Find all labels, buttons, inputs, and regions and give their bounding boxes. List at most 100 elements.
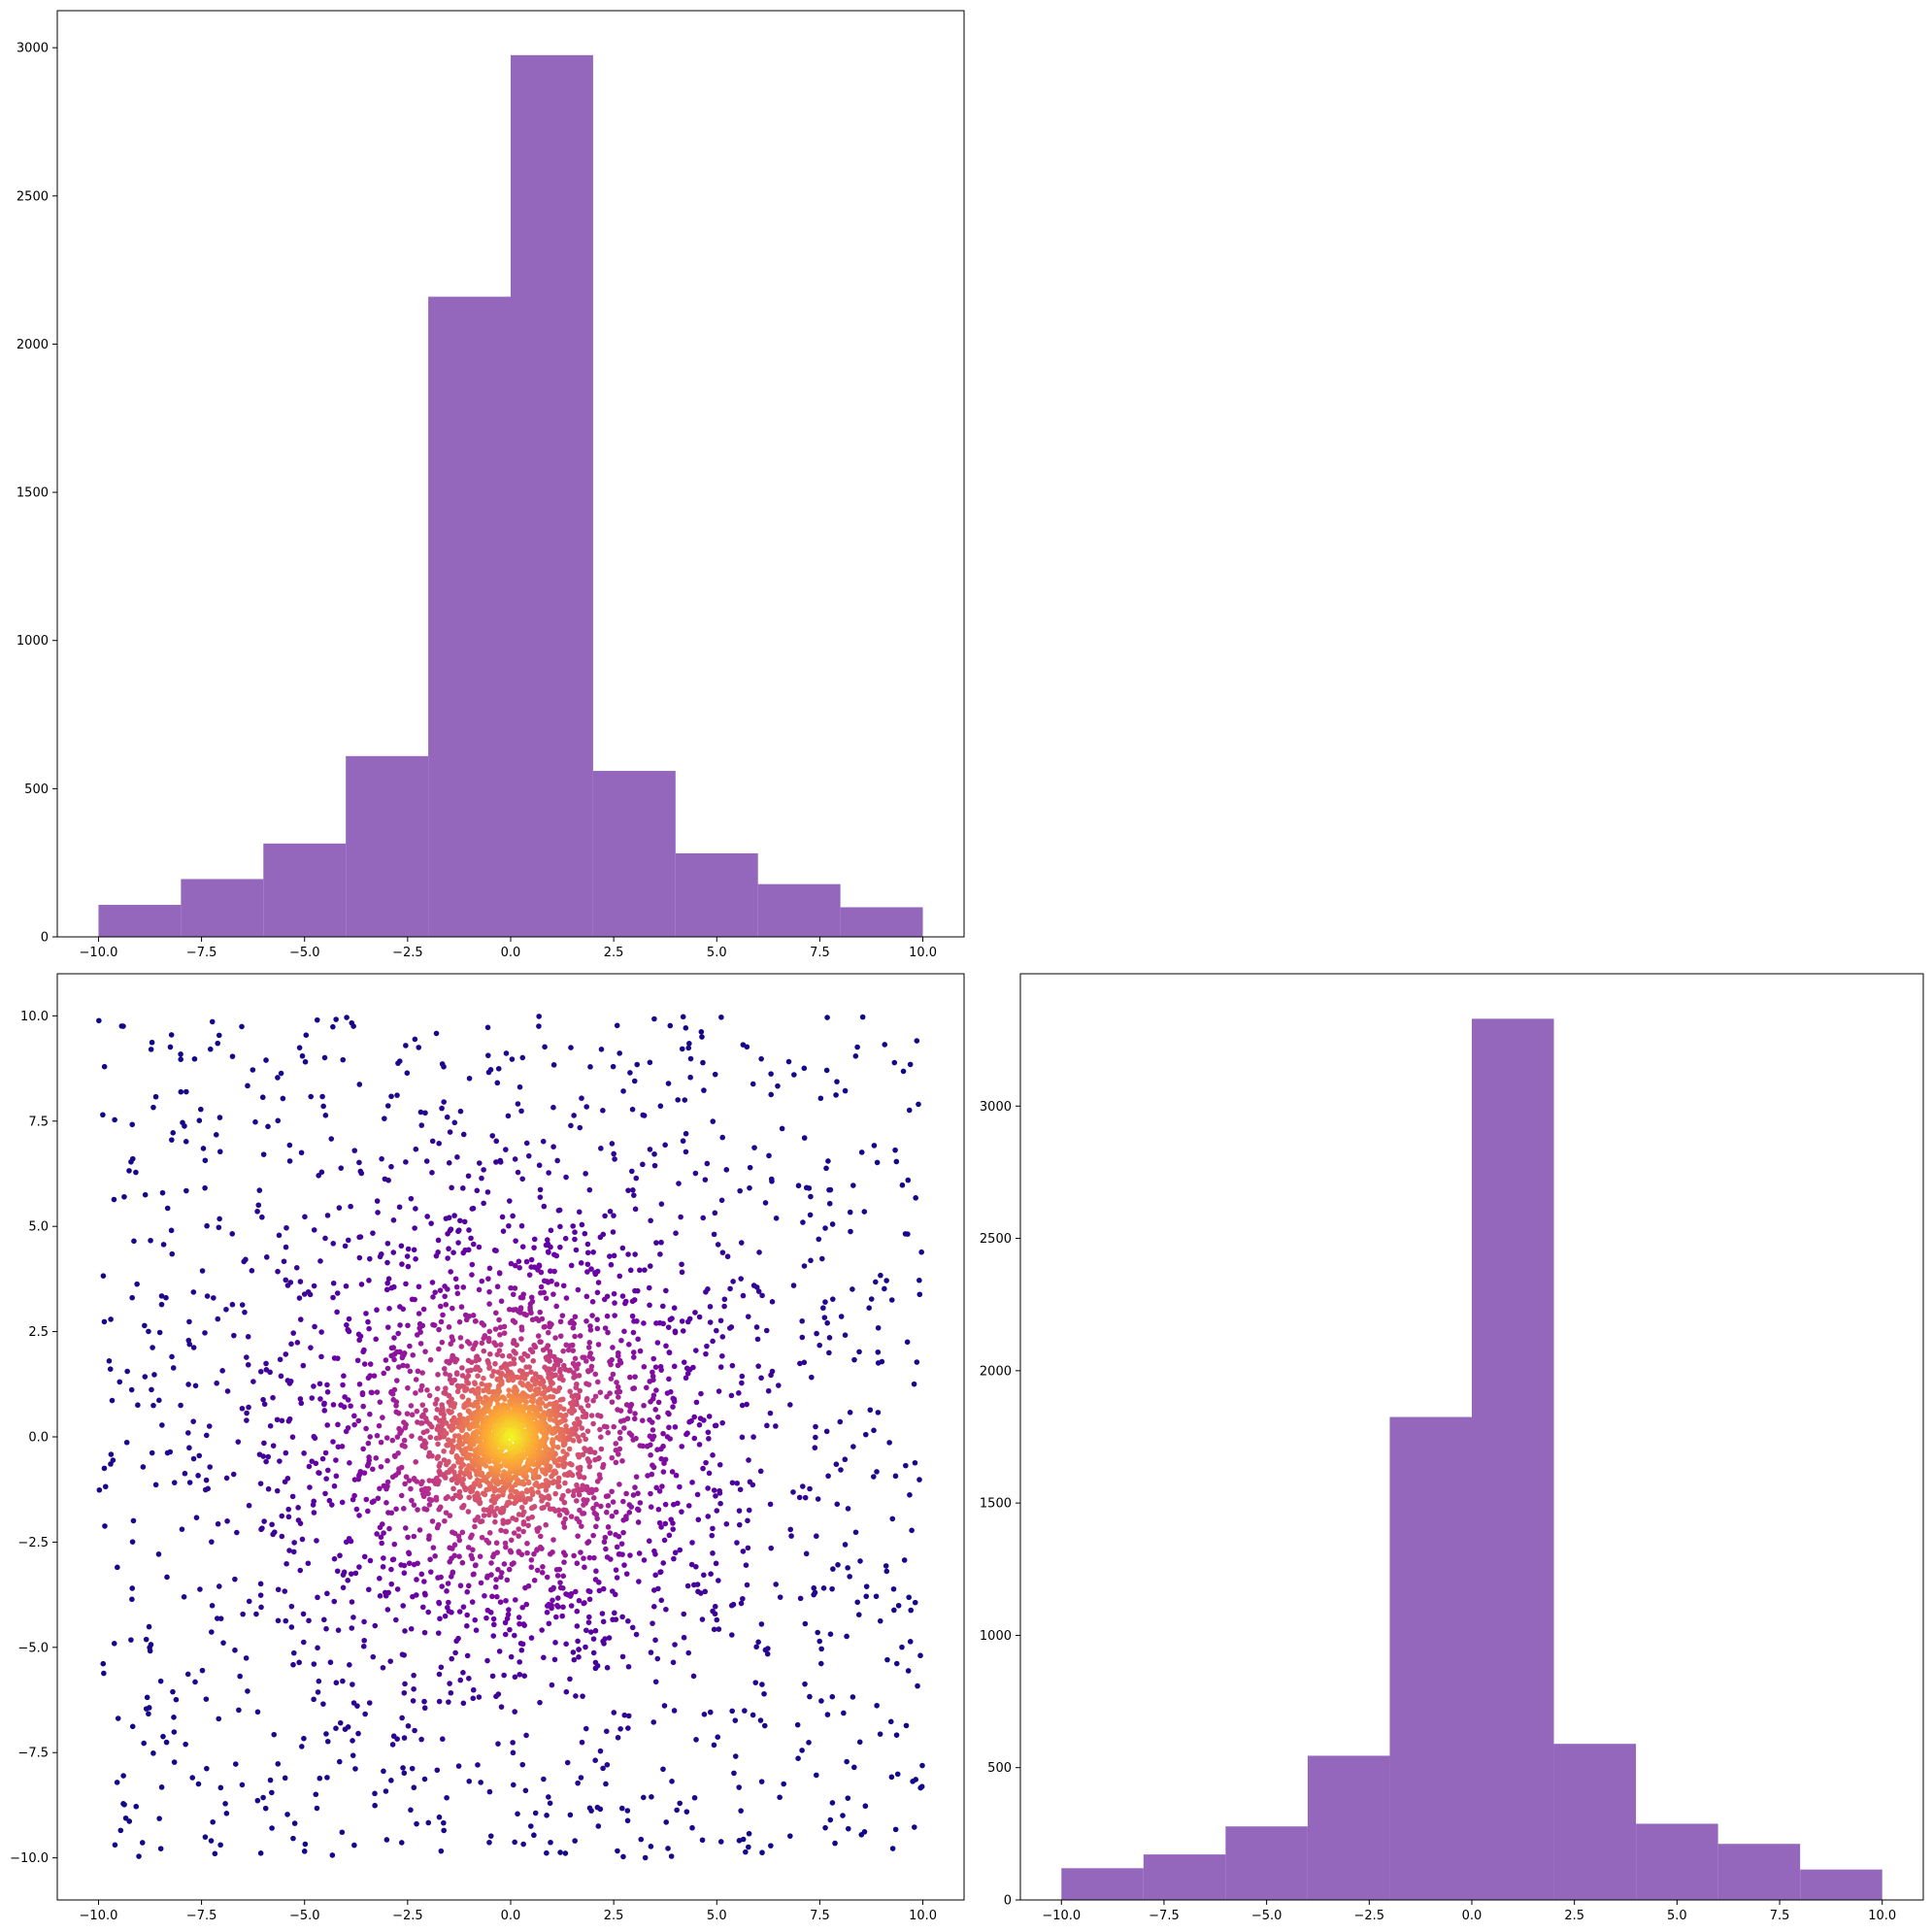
scatter-point [709,1532,716,1539]
scatter-point [121,1801,127,1808]
scatter-point [330,1439,336,1445]
scatter-point [611,1710,617,1715]
x-tick-label: −10.0 [80,1909,118,1923]
scatter-point [298,1149,305,1156]
x-tick-label: −2.5 [1354,1909,1385,1923]
scatter-point [441,1366,448,1372]
scatter-point [232,1761,239,1767]
scatter-point [672,1424,679,1430]
scatter-point [412,1036,418,1043]
scatter-point [493,1248,499,1253]
scatter-point [217,1842,223,1849]
scatter-point [627,1374,633,1381]
scatter-point [531,1550,537,1557]
scatter-point [148,1642,154,1648]
scatter-point [427,1556,433,1563]
scatter-point [479,1175,484,1182]
scatter-point [616,1482,622,1487]
scatter-point [507,1198,513,1204]
scatter-point [383,1435,390,1441]
scatter-point [833,1461,840,1468]
scatter-point [203,1477,210,1483]
scatter-point [742,1708,748,1714]
scatter-point [301,1450,307,1456]
scatter-point [692,1170,699,1177]
scatter-point [630,1385,636,1392]
scatter-point [239,1782,246,1788]
scatter-point [497,1599,504,1605]
y-tick-label: 2500 [17,189,49,204]
scatter-point [381,1555,386,1561]
scatter-point [537,1533,544,1540]
scatter-point [170,1130,177,1136]
scatter-point [466,1227,472,1233]
scatter-point [488,1572,494,1578]
scatter-point [260,1151,267,1157]
scatter-point [370,1230,376,1236]
scatter-point [334,1290,341,1296]
scatter-point [484,1189,491,1195]
scatter-point [508,1260,515,1267]
scatter-point [529,1316,536,1323]
scatter-point [437,1504,444,1511]
scatter-point [372,1802,378,1809]
top-left-histogram-bars [98,54,923,938]
scatter-point [459,1373,466,1379]
scatter-point [826,1200,833,1207]
scatter-point [807,1212,814,1218]
scatter-point [398,1492,405,1499]
scatter-point [378,1534,384,1541]
scatter-point [587,1064,593,1070]
scatter-point [515,1169,521,1176]
y-tick-label: −2.5 [17,1536,49,1550]
scatter-point [655,1506,662,1513]
scatter-point [648,1490,653,1497]
scatter-point [285,1506,292,1513]
scatter-point [697,1416,704,1421]
scatter-point [456,1609,463,1615]
scatter-point [129,1596,135,1603]
scatter-point [550,1291,556,1297]
scatter-point [666,1424,672,1431]
scatter-point [157,1846,164,1851]
scatter-point [112,1116,117,1123]
scatter-point [129,1121,136,1128]
scatter-point [475,1385,482,1391]
scatter-point [421,1698,427,1705]
scatter-point [347,1460,352,1466]
x-tick-label: 10.0 [1868,1909,1896,1923]
scatter-point [345,1424,351,1431]
scatter-point [842,1087,849,1094]
scatter-point [524,1352,531,1359]
scatter-point [448,1269,453,1275]
scatter-point [747,1184,752,1191]
scatter-point [691,1414,697,1420]
scatter-point [759,1292,765,1299]
scatter-point [550,1479,557,1484]
scatter-point [278,1070,284,1077]
scatter-point [297,1567,304,1574]
scatter-point [691,1794,698,1801]
scatter-point [866,1305,873,1312]
scatter-point [377,1485,383,1492]
scatter-point [729,1708,735,1715]
scatter-point [288,1341,294,1348]
scatter-point [758,1375,764,1382]
scatter-point [734,1480,741,1486]
scatter-point [212,1850,218,1857]
scatter-point [712,1071,718,1078]
scatter-point [435,1237,442,1244]
scatter-point [730,1279,736,1284]
scatter-point [195,1781,202,1787]
scatter-point [331,1598,338,1605]
scatter-point [323,1625,329,1632]
scatter-point [803,1184,810,1191]
scatter-point [719,1352,725,1359]
scatter-point [528,1369,534,1376]
scatter-point [523,1140,530,1147]
top-left-histogram-x-axis: −10.0 −7.5 −5.0 −2.5 0.0 2.5 5.0 7.5 10.0 [80,937,937,960]
scatter-point [777,1594,783,1600]
scatter-point [650,1620,655,1626]
scatter-point [486,1365,492,1371]
